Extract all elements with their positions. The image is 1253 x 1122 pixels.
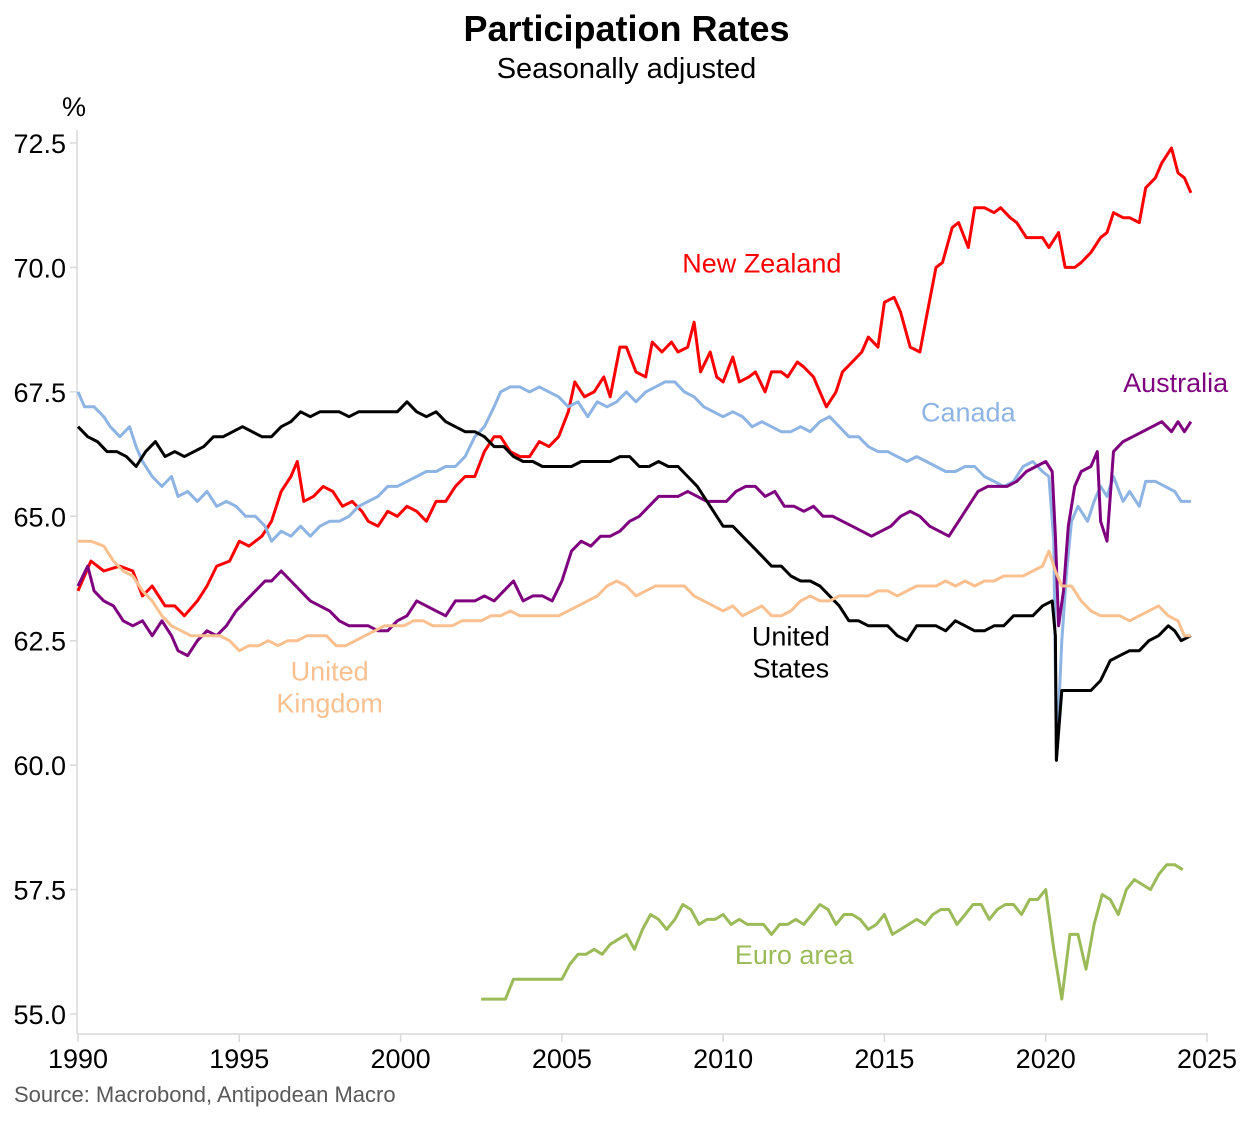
series-line-united-kingdom (78, 539, 1191, 653)
series-label-line: Australia (1123, 368, 1229, 398)
y-tick-label: 60.0 (13, 751, 66, 781)
series-label-line: Kingdom (276, 689, 383, 719)
series-label-line: Canada (921, 398, 1017, 428)
chart-title: Participation Rates (463, 8, 790, 49)
y-tick-label: 57.5 (13, 876, 66, 906)
series-label-line: United (752, 622, 830, 652)
series-label-euro-area: Euro area (735, 940, 855, 970)
series-lines (76, 146, 1193, 1001)
source-note: Source: Macrobond, Antipodean Macro (14, 1082, 396, 1107)
x-tick-label: 2025 (1177, 1044, 1237, 1074)
series-label-united-states: United States (752, 622, 830, 684)
y-tick-label: 65.0 (13, 502, 66, 532)
series-label-line: New Zealand (682, 248, 841, 278)
x-tick-label: 2020 (1016, 1044, 1076, 1074)
series-label-new-zealand: New Zealand (682, 248, 841, 278)
y-tick-label: 62.5 (13, 627, 66, 657)
series-label-united-kingdom: United Kingdom (276, 657, 383, 719)
series-line-euro-area (481, 863, 1184, 1001)
chart-subtitle: Seasonally adjusted (496, 53, 757, 85)
x-tick-label: 1990 (48, 1044, 108, 1074)
series-line-united-states (76, 400, 1192, 762)
y-tick-label: 70.0 (13, 253, 66, 283)
series-label-line: States (753, 654, 830, 684)
x-axis-ticks: 1990 1995 2000 2005 2010 2015 2020 2025 (48, 1034, 1237, 1074)
y-tick-label: 55.0 (13, 1000, 66, 1030)
y-axis-unit-label: % (62, 92, 86, 122)
x-tick-label: 1995 (209, 1044, 269, 1074)
series-label-line: United (291, 657, 369, 687)
series-line-new-zealand (76, 146, 1193, 618)
series-label-canada: Canada (921, 398, 1017, 428)
series-line-canada (76, 380, 1191, 762)
x-tick-label: 2015 (854, 1044, 914, 1074)
series-line-australia (76, 420, 1193, 658)
x-tick-label: 2005 (532, 1044, 592, 1074)
y-tick-label: 72.5 (13, 129, 66, 159)
series-label-australia: Australia (1123, 368, 1229, 398)
x-tick-label: 2000 (371, 1044, 431, 1074)
series-label-line: Euro area (735, 940, 855, 970)
y-tick-label: 67.5 (13, 378, 66, 408)
y-axis-ticks: 55.0 57.5 60.0 62.5 65.0 67.5 70.0 72.5 (13, 129, 77, 1030)
x-tick-label: 2010 (693, 1044, 753, 1074)
